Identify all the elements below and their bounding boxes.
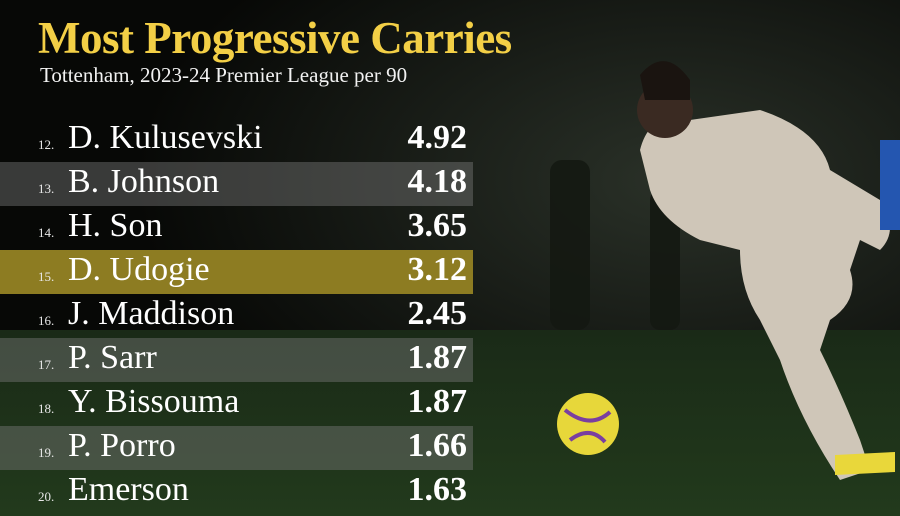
ball — [557, 393, 619, 455]
rank: 16. — [38, 313, 55, 328]
ranking-table: 12. D. Kulusevski 4.92 13. B. Johnson 4.18 14.… — [0, 118, 473, 514]
player-name: B. Johnson — [68, 163, 220, 200]
table-row: 18. Y. Bissouma 1.87 — [0, 382, 473, 426]
rank: 12. — [38, 137, 55, 152]
value: 1.87 — [407, 339, 468, 376]
value: 4.18 — [407, 163, 468, 200]
player-name: P. Sarr — [68, 339, 157, 376]
rank: 13. — [38, 181, 55, 196]
value: 2.45 — [407, 295, 468, 332]
player — [637, 61, 900, 480]
title: Most Progressive Carries — [38, 13, 512, 63]
value: 1.63 — [407, 471, 468, 508]
table-row: 16. J. Maddison 2.45 — [0, 294, 473, 338]
value: 1.87 — [407, 383, 468, 420]
rank: 18. — [38, 401, 55, 416]
value: 1.66 — [407, 427, 468, 464]
rank: 19. — [38, 445, 55, 460]
table-row: 20. Emerson 1.63 — [0, 470, 473, 514]
value: 4.92 — [407, 119, 468, 156]
table-row: 15. D. Udogie 3.12 — [0, 250, 473, 294]
player-name: Emerson — [68, 471, 189, 508]
rank: 14. — [38, 225, 55, 240]
rank: 20. — [38, 489, 55, 504]
player-name: H. Son — [68, 207, 163, 244]
player-name: Y. Bissouma — [68, 383, 240, 420]
rank: 17. — [38, 357, 55, 372]
table-row: 14. H. Son 3.65 — [0, 206, 473, 250]
rank: 15. — [38, 269, 55, 284]
table-row: 19. P. Porro 1.66 — [0, 426, 473, 470]
player-name: P. Porro — [68, 427, 176, 464]
value: 3.12 — [407, 251, 468, 288]
player-name: D. Kulusevski — [68, 119, 263, 156]
table-row: 13. B. Johnson 4.18 — [0, 162, 473, 206]
table-row: 12. D. Kulusevski 4.92 — [0, 118, 473, 162]
player-name: D. Udogie — [68, 251, 210, 288]
table-row: 17. P. Sarr 1.87 — [0, 338, 473, 382]
value: 3.65 — [407, 207, 468, 244]
player-name: J. Maddison — [68, 295, 235, 332]
subtitle: Tottenham, 2023-24 Premier League per 90 — [40, 63, 408, 87]
